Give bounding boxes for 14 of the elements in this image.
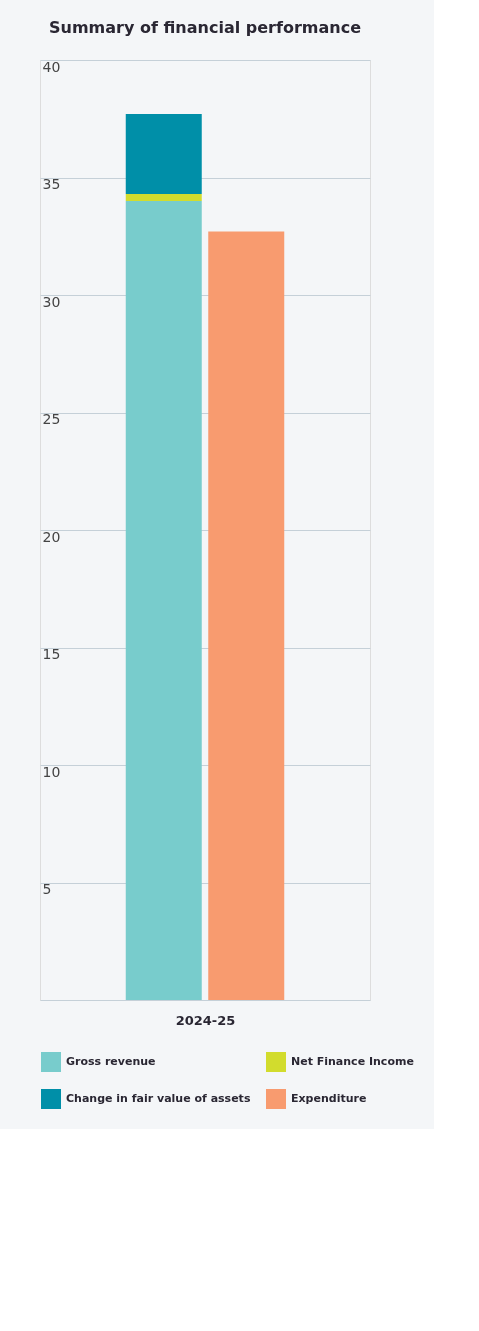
legend-label: Change in fair value of assets	[66, 1092, 251, 1105]
legend-label: Net Finance Income	[291, 1055, 414, 1068]
y-tick-label: 15	[42, 646, 61, 662]
y-tick-label: 5	[42, 881, 52, 897]
y-tick-label: 30	[42, 293, 61, 310]
y-tick-label: 10	[42, 763, 61, 780]
x-axis-title: 2024-25	[175, 1012, 236, 1028]
y-tick-label: 20	[42, 528, 61, 545]
legend-label: Expenditure	[291, 1092, 367, 1105]
legend-label: Gross revenue	[66, 1055, 156, 1068]
y-tick-label: 40	[42, 58, 61, 75]
y-tick-label: 35	[42, 176, 61, 192]
y-tick-label: 25	[42, 411, 61, 427]
chart-title: Summary of financial performance	[49, 18, 362, 37]
